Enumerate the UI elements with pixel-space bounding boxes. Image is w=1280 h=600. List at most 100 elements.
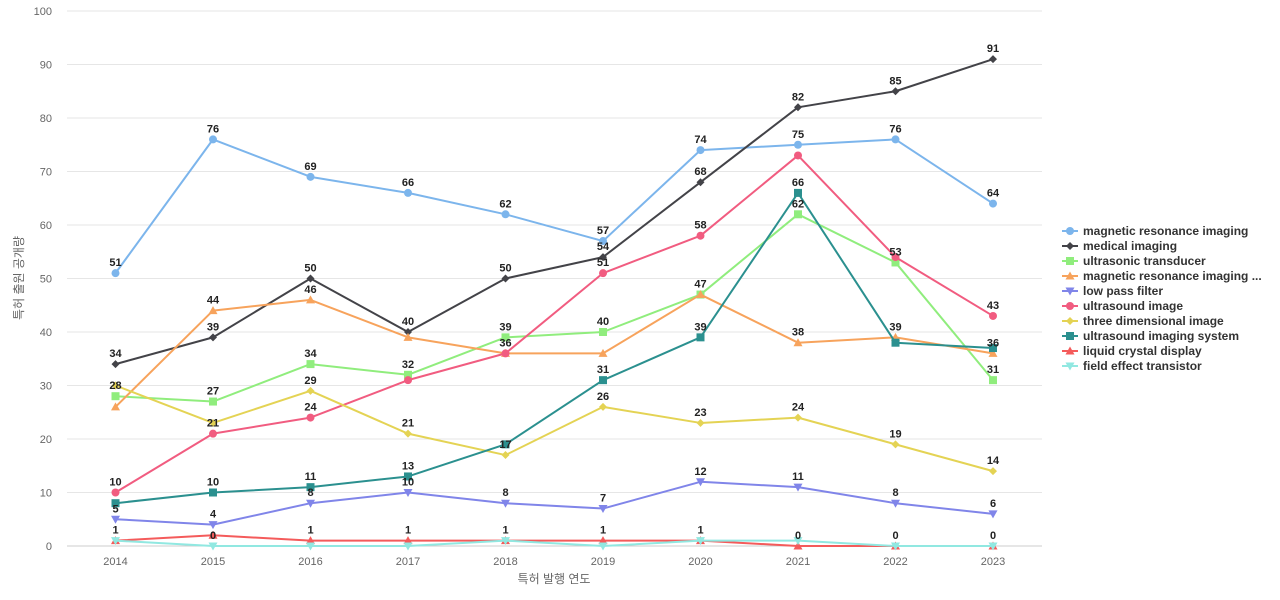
- data-point: [209, 429, 217, 438]
- data-point: [696, 333, 705, 342]
- data-point: [599, 253, 607, 262]
- y-tick-label: 10: [40, 488, 52, 500]
- data-label: 10: [109, 477, 121, 489]
- data-point: [891, 87, 900, 96]
- data-point: [891, 258, 900, 267]
- data-label: 1: [600, 525, 606, 537]
- data-label: 75: [792, 129, 804, 141]
- x-tick-label: 2020: [688, 556, 712, 568]
- data-point: [598, 348, 608, 357]
- legend-item[interactable]: field effect transistor: [1062, 359, 1202, 373]
- legend-label: medical imaging: [1083, 239, 1177, 253]
- legend-item[interactable]: ultrasound imaging system: [1062, 329, 1239, 343]
- x-tick-label: 2015: [201, 556, 225, 568]
- y-tick-label: 60: [40, 220, 52, 232]
- data-point: [696, 178, 705, 187]
- y-axis-ticks: 0 10 20 30 40 50 60 70 80 90 100: [34, 6, 52, 553]
- data-label: 76: [207, 123, 219, 135]
- data-point: [403, 536, 413, 545]
- data-label: 8: [892, 487, 898, 499]
- legend-item[interactable]: liquid crystal display: [1062, 344, 1202, 358]
- y-tick-label: 100: [34, 6, 52, 18]
- data-label: 40: [597, 316, 609, 328]
- data-label: 1: [502, 525, 508, 537]
- legend-item[interactable]: magnetic resonance imaging: [1062, 224, 1248, 238]
- data-point: [696, 478, 705, 487]
- x-axis-ticks: 2014 2015 2016 2017 2018 2019 2020 2021 2022 2023: [103, 556, 1005, 568]
- data-point: [404, 370, 412, 379]
- series-2: [111, 210, 997, 406]
- data-point: [988, 348, 998, 357]
- x-axis-title: 특허 발행 연도: [518, 571, 591, 586]
- data-point: [306, 542, 315, 551]
- series-9: [111, 537, 998, 551]
- series-line: [114, 480, 994, 526]
- x-tick-label: 2019: [591, 556, 615, 568]
- legend-marker: [1065, 346, 1075, 355]
- data-point: [988, 510, 998, 519]
- data-label: 27: [207, 386, 219, 398]
- data-point: [404, 472, 412, 481]
- data-label: 1: [112, 525, 118, 537]
- data-point: [111, 360, 120, 369]
- data-label: 38: [792, 327, 804, 339]
- data-point: [988, 542, 998, 551]
- legend-item[interactable]: low pass filter: [1062, 284, 1163, 298]
- data-point: [403, 332, 413, 341]
- data-label: 50: [304, 263, 316, 275]
- data-label: 11: [305, 471, 317, 483]
- data-point: [794, 413, 802, 422]
- data-point: [696, 290, 705, 299]
- series-0: [111, 135, 997, 278]
- data-label: 62: [499, 198, 511, 210]
- data-point: [599, 402, 607, 411]
- data-point: [111, 269, 120, 278]
- legend-item[interactable]: medical imaging: [1062, 239, 1177, 253]
- data-label: 39: [207, 321, 219, 333]
- data-point: [794, 188, 802, 197]
- data-point: [306, 172, 315, 181]
- data-label: 6: [990, 498, 996, 510]
- y-tick-label: 50: [40, 274, 52, 286]
- data-point: [209, 397, 217, 406]
- data-label: 1: [307, 525, 313, 537]
- legend-item[interactable]: magnetic resonance imaging ...: [1062, 269, 1262, 283]
- data-label: 64: [987, 188, 1000, 200]
- data-label: 8: [502, 487, 508, 499]
- legend-marker: [1066, 257, 1074, 265]
- data-label: 0: [210, 530, 216, 542]
- data-point: [501, 440, 510, 449]
- data-label: 91: [987, 43, 999, 55]
- legend-label: magnetic resonance imaging ...: [1083, 269, 1262, 283]
- legend-marker: [1065, 271, 1075, 280]
- legend-item[interactable]: ultrasound image: [1062, 299, 1183, 313]
- data-point: [793, 338, 803, 347]
- series-line: [114, 384, 994, 473]
- data-label: 47: [694, 279, 706, 291]
- data-point: [891, 499, 900, 508]
- data-point: [501, 451, 510, 460]
- data-label: 7: [600, 493, 606, 505]
- legend-item[interactable]: ultrasonic transducer: [1062, 254, 1206, 268]
- data-label: 21: [402, 418, 414, 430]
- x-tick-label: 2021: [786, 556, 810, 568]
- data-label: 1: [697, 525, 703, 537]
- legend-label: liquid crystal display: [1083, 344, 1202, 358]
- data-label: 39: [499, 321, 511, 333]
- y-tick-label: 40: [40, 327, 52, 339]
- data-label: 68: [694, 166, 706, 178]
- data-point: [891, 542, 900, 551]
- data-label: 10: [402, 477, 414, 489]
- data-point: [501, 349, 510, 358]
- data-point: [794, 151, 802, 160]
- data-label: 53: [889, 246, 901, 258]
- data-point: [891, 440, 900, 449]
- legend-item[interactable]: three dimensional image: [1062, 314, 1224, 328]
- data-point: [501, 210, 510, 219]
- legend-marker: [1066, 242, 1074, 250]
- legend-marker: [1065, 362, 1075, 371]
- legend-label: three dimensional image: [1083, 314, 1224, 328]
- data-point: [111, 381, 120, 390]
- series-7: [111, 188, 997, 508]
